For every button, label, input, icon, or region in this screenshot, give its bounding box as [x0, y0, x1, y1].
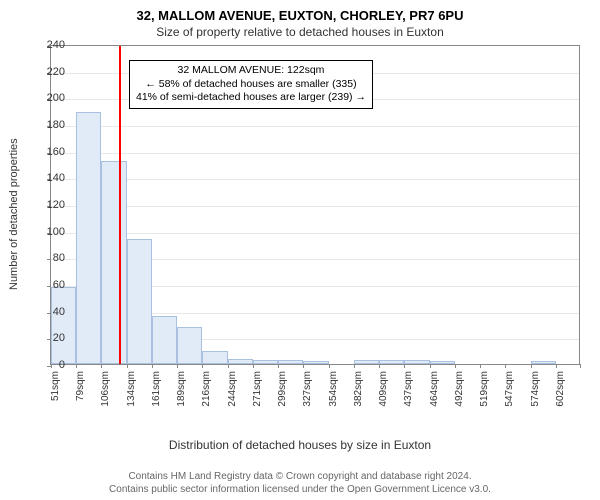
xtick-label: 382sqm — [353, 371, 364, 411]
xtick-mark — [505, 364, 506, 368]
xtick-label: 189sqm — [176, 371, 187, 411]
ytick-label: 20 — [35, 332, 65, 344]
xtick-mark — [480, 364, 481, 368]
xtick-label: 409sqm — [378, 371, 389, 411]
histogram-bar — [303, 361, 328, 364]
ytick-label: 40 — [35, 306, 65, 318]
xtick-mark — [556, 364, 557, 368]
xtick-label: 574sqm — [530, 371, 541, 411]
xtick-mark — [101, 364, 102, 368]
ytick-label: 180 — [35, 119, 65, 131]
xtick-mark — [303, 364, 304, 368]
ytick-label: 160 — [35, 146, 65, 158]
annotation-line: 41% of semi-detached houses are larger (… — [136, 91, 366, 105]
xtick-label: 51sqm — [50, 371, 61, 411]
xtick-label: 519sqm — [479, 371, 490, 411]
xtick-label: 271sqm — [252, 371, 263, 411]
chart-plot-area: 32 MALLOM AVENUE: 122sqm← 58% of detache… — [50, 45, 580, 365]
xtick-label: 244sqm — [227, 371, 238, 411]
xtick-label: 134sqm — [126, 371, 137, 411]
histogram-bar — [51, 287, 76, 364]
xtick-mark — [228, 364, 229, 368]
footer-line-2: Contains public sector information licen… — [0, 483, 600, 496]
xtick-label: 216sqm — [201, 371, 212, 411]
xtick-mark — [202, 364, 203, 368]
xtick-mark — [455, 364, 456, 368]
xtick-mark — [404, 364, 405, 368]
x-axis-label: Distribution of detached houses by size … — [0, 438, 600, 452]
annotation-box: 32 MALLOM AVENUE: 122sqm← 58% of detache… — [129, 60, 373, 109]
footer-attribution: Contains HM Land Registry data © Crown c… — [0, 470, 600, 496]
xtick-mark — [329, 364, 330, 368]
xtick-mark — [152, 364, 153, 368]
histogram-bar — [101, 161, 126, 364]
y-axis-label: Number of detached properties — [8, 138, 20, 290]
xtick-label: 106sqm — [100, 371, 111, 411]
xtick-label: 354sqm — [328, 371, 339, 411]
gridline — [51, 179, 579, 180]
chart-title: 32, MALLOM AVENUE, EUXTON, CHORLEY, PR7 … — [0, 0, 600, 23]
histogram-bar — [228, 359, 253, 364]
xtick-mark — [580, 364, 581, 368]
histogram-bar — [202, 351, 227, 364]
histogram-bar — [354, 360, 379, 364]
xtick-mark — [354, 364, 355, 368]
annotation-line: ← 58% of detached houses are smaller (33… — [136, 78, 366, 92]
xtick-label: 79sqm — [75, 371, 86, 411]
histogram-bar — [404, 360, 429, 364]
xtick-mark — [253, 364, 254, 368]
xtick-label: 161sqm — [151, 371, 162, 411]
xtick-label: 437sqm — [403, 371, 414, 411]
xtick-mark — [379, 364, 380, 368]
ytick-label: 80 — [35, 252, 65, 264]
ytick-label: 100 — [35, 226, 65, 238]
ytick-label: 200 — [35, 92, 65, 104]
histogram-bar — [253, 360, 278, 364]
ytick-label: 120 — [35, 199, 65, 211]
chart-subtitle: Size of property relative to detached ho… — [0, 23, 600, 39]
ytick-label: 140 — [35, 172, 65, 184]
xtick-label: 492sqm — [454, 371, 465, 411]
gridline — [51, 206, 579, 207]
histogram-bar — [379, 360, 404, 364]
footer-line-1: Contains HM Land Registry data © Crown c… — [0, 470, 600, 483]
xtick-label: 327sqm — [302, 371, 313, 411]
gridline — [51, 153, 579, 154]
histogram-bar — [152, 316, 177, 364]
xtick-mark — [430, 364, 431, 368]
xtick-label: 602sqm — [555, 371, 566, 411]
xtick-mark — [76, 364, 77, 368]
xtick-mark — [127, 364, 128, 368]
xtick-label: 299sqm — [277, 371, 288, 411]
xtick-label: 464sqm — [429, 371, 440, 411]
ytick-label: 0 — [35, 359, 65, 371]
xtick-mark — [278, 364, 279, 368]
xtick-mark — [531, 364, 532, 368]
annotation-line: 32 MALLOM AVENUE: 122sqm — [136, 64, 366, 78]
histogram-bar — [127, 239, 152, 364]
histogram-bar — [76, 112, 101, 364]
histogram-bar — [430, 361, 455, 364]
ytick-label: 240 — [35, 39, 65, 51]
gridline — [51, 126, 579, 127]
histogram-bar — [177, 327, 202, 364]
xtick-label: 547sqm — [504, 371, 515, 411]
xtick-mark — [177, 364, 178, 368]
reference-line — [119, 46, 121, 364]
gridline — [51, 233, 579, 234]
histogram-bar — [278, 360, 303, 364]
ytick-label: 60 — [35, 279, 65, 291]
ytick-label: 220 — [35, 66, 65, 78]
histogram-bar — [531, 361, 556, 364]
